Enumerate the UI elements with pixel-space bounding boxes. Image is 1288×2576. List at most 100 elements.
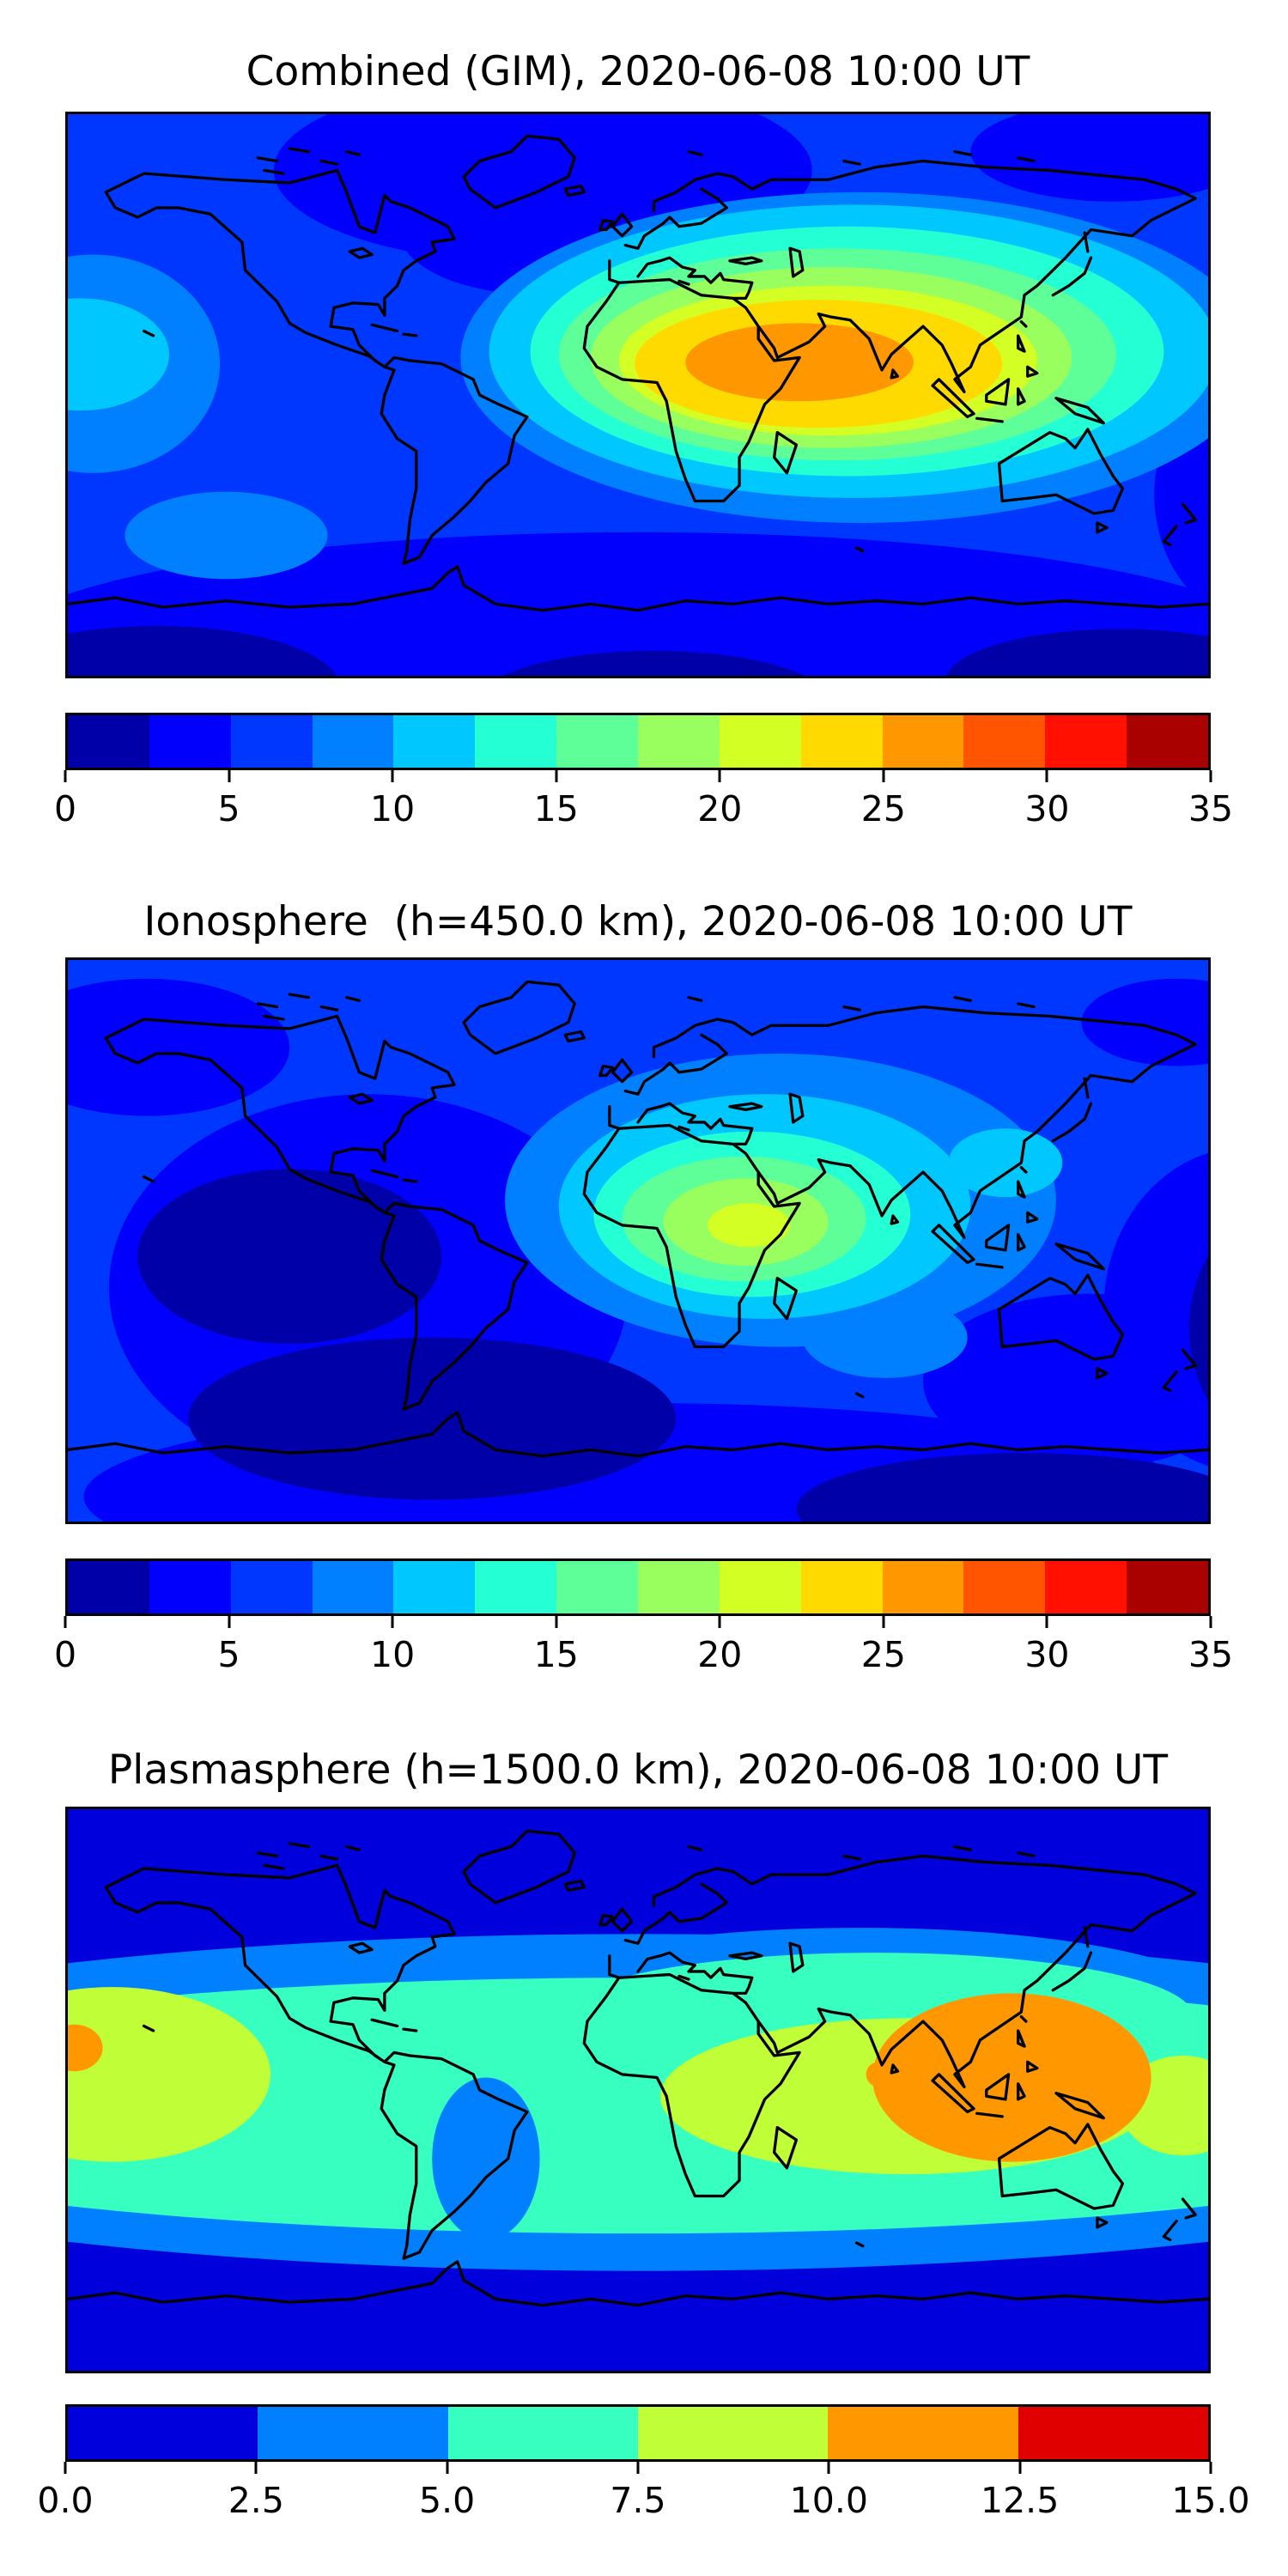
colorbar-tick-mark [64,770,67,782]
contour-bands-plasmasphere [68,1928,1208,2271]
colorbar-tick-label: 30 [1024,788,1070,829]
colorbar-tick-mark [555,770,558,782]
colorbar-tick-mark [718,1616,721,1628]
contour-bands-combined [68,114,1208,676]
colorbar-tick-label: 0 [53,1634,77,1675]
colorbar-tick-mark [718,770,721,782]
colorbar-swatch [475,1561,557,1613]
colorbar-tick-label: 35 [1188,788,1234,829]
colorbar-tick-mark [254,2462,258,2474]
colorbar-tick-mark [827,2462,830,2474]
colorbar-tick-mark [391,770,394,782]
colorbar-tick-label: 10.0 [789,2480,868,2521]
colorbar-tick-mark [882,770,885,782]
colorbar-tick-label: 0.0 [37,2480,94,2521]
panel-title-ionosphere: Ionosphere (h=450.0 km), 2020-06-08 10:0… [143,898,1133,945]
map-combined [65,112,1211,678]
colorbar-swatch [1045,715,1127,768]
colorbar-labels-plasmasphere: 0.0 2.5 5.0 7.5 10.0 12.5 15.0 [37,2480,1249,2521]
colorbar-tick-label: 20 [697,788,743,829]
colorbar-tick-mark [446,2462,449,2474]
colorbar-tick-label: 15 [533,788,579,829]
colorbar-swatch [882,715,964,768]
colorbar-tick-mark [1209,2462,1212,2474]
colorbar-tick-label: 30 [1024,1634,1070,1675]
colorbar-tick-mark [228,770,231,782]
world-map-combined [68,114,1208,676]
colorbar-tick-label: 5 [217,1634,240,1675]
colorbar-tick-label: 25 [860,788,906,829]
colorbar-tick-mark [1209,770,1212,782]
colorbar-tick-mark [555,1616,558,1628]
colorbar-combined [65,713,1211,770]
colorbar-swatch [1127,1561,1209,1613]
colorbar-tick-label: 25 [860,1634,906,1675]
colorbar-tick-label: 10 [370,788,416,829]
colorbar-swatch [637,2407,829,2459]
colorbar-swatch [800,715,883,768]
colorbar-tick-label: 35 [1188,1634,1234,1675]
colorbar-swatch [963,715,1046,768]
colorbar-ticks-ionosphere [64,1616,1212,1628]
colorbar-plasmasphere [65,2404,1211,2462]
panel-title-combined: Combined (GIM), 2020-06-08 10:00 UT [246,48,1030,95]
colorbar-tick-mark [228,1616,231,1628]
colorbar-tick-label: 0 [53,788,77,829]
colorbar-swatch [149,1561,231,1613]
colorbar-ionosphere [65,1558,1211,1616]
colorbar-swatch [68,715,149,768]
colorbar-tick-label: 5.0 [419,2480,476,2521]
colorbar-ticks-plasmasphere [64,2462,1212,2474]
colorbar-tick-label: 2.5 [228,2480,284,2521]
colorbar-swatch [719,1561,801,1613]
map-ionosphere [65,957,1211,1524]
colorbar-swatch [719,715,801,768]
colorbar-swatch [149,715,231,768]
colorbar-swatch [1127,715,1209,768]
colorbar-tick-mark [1209,1616,1212,1628]
colorbar-swatch [556,1561,639,1613]
colorbar-swatch [963,1561,1046,1613]
colorbar-tick-mark [1018,2462,1022,2474]
colorbar-swatch [393,1561,476,1613]
colorbar-swatch [312,1561,394,1613]
colorbar-tick-label: 12.5 [981,2480,1060,2521]
colorbar-swatch [556,715,639,768]
colorbar-swatch [828,2407,1018,2459]
colorbar-tick-label: 7.5 [610,2480,666,2521]
colorbar-swatch [312,715,394,768]
colorbar-tick-mark [391,1616,394,1628]
colorbar-labels-ionosphere: 0 5 10 15 20 25 30 35 [54,1634,1233,1675]
colorbar-tick-mark [1045,1616,1048,1628]
world-map-plasmasphere [68,1809,1208,2371]
colorbar-swatch [638,715,720,768]
colorbar-swatch [68,1561,149,1613]
panel-title-plasmasphere: Plasmasphere (h=1500.0 km), 2020-06-08 1… [107,1747,1169,1794]
map-plasmasphere [65,1807,1211,2373]
colorbar-swatch [638,1561,720,1613]
colorbar-swatch [800,1561,883,1613]
colorbar-swatch [258,2407,448,2459]
colorbar-swatch [230,715,313,768]
colorbar-tick-mark [1045,770,1048,782]
colorbar-tick-label: 20 [697,1634,743,1675]
colorbar-tick-label: 15 [533,1634,579,1675]
colorbar-swatch [1018,2407,1208,2459]
colorbar-tick-label: 15.0 [1171,2480,1250,2521]
colorbar-swatch [230,1561,313,1613]
colorbar-swatch [882,1561,964,1613]
colorbar-labels-combined: 0 5 10 15 20 25 30 35 [54,788,1233,829]
colorbar-ticks-combined [64,770,1212,782]
colorbar-tick-mark [64,2462,67,2474]
colorbar-tick-mark [882,1616,885,1628]
colorbar-tick-mark [64,1616,67,1628]
world-map-ionosphere [68,960,1208,1522]
colorbar-swatch [447,2407,638,2459]
colorbar-swatch [1045,1561,1127,1613]
colorbar-tick-mark [636,2462,640,2474]
colorbar-tick-label: 5 [217,788,240,829]
colorbar-tick-label: 10 [370,1634,416,1675]
colorbar-swatch [393,715,476,768]
colorbar-swatch [475,715,557,768]
